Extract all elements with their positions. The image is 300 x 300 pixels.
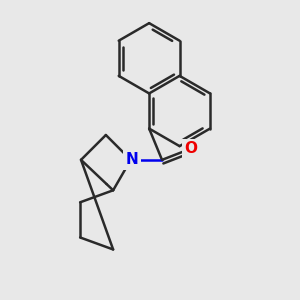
Text: N: N xyxy=(126,152,138,167)
Text: O: O xyxy=(184,141,197,156)
